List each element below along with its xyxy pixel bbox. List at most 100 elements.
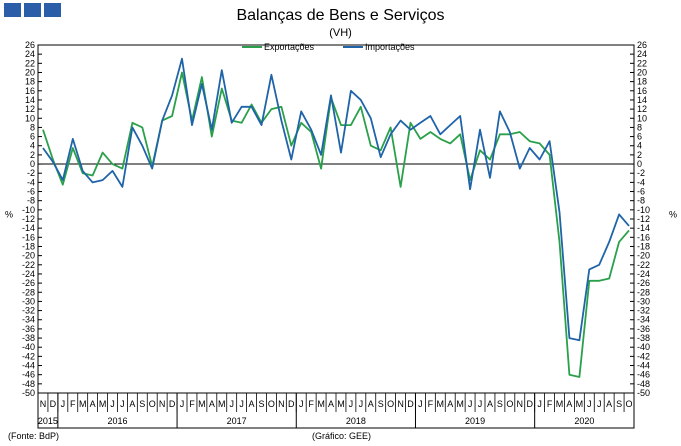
year-label: 2018 (346, 416, 366, 426)
y-tick-label-left: 8 (30, 122, 35, 132)
y-tick-label-left: -38 (22, 333, 35, 343)
y-tick-label-right: 16 (637, 86, 647, 96)
y-tick-label-right: 4 (637, 141, 642, 151)
y-tick-label-left: 12 (25, 104, 35, 114)
x-tick-label: J (61, 399, 66, 409)
x-tick-label: J (597, 399, 602, 409)
y-tick-label-right: -46 (637, 370, 650, 380)
y-tick-label-left: -46 (22, 370, 35, 380)
y-tick-label-left: -10 (22, 205, 35, 215)
y-tick-label-right: 26 (637, 40, 647, 50)
year-label: 2016 (107, 416, 127, 426)
y-tick-label-left: -42 (22, 351, 35, 361)
y-tick-label-left: -20 (22, 251, 35, 261)
y-tick-label-left: -44 (22, 361, 35, 371)
y-tick-label-right: 0 (637, 159, 642, 169)
y-tick-label-left: -48 (22, 379, 35, 389)
x-tick-label: D (169, 399, 176, 409)
y-tick-label-right: -18 (637, 241, 650, 251)
logo-square (4, 3, 21, 17)
x-tick-label: D (50, 399, 57, 409)
y-tick-label-right: -50 (637, 388, 650, 398)
x-tick-label: J (239, 399, 244, 409)
y-tick-label-right: 20 (637, 67, 647, 77)
x-tick-label: O (149, 399, 156, 409)
y-tick-label-right: -28 (637, 287, 650, 297)
y-tick-label-right: -14 (637, 223, 650, 233)
x-tick-label: M (99, 399, 107, 409)
y-tick-label-right: -6 (637, 187, 645, 197)
y-tick-label-left: -24 (22, 269, 35, 279)
y-tick-label-right: -40 (637, 342, 650, 352)
x-tick-label: M (556, 399, 564, 409)
y-tick-label-left: -26 (22, 278, 35, 288)
chart-title: Balanças de Bens e Serviços (236, 7, 445, 24)
x-tick-label: J (418, 399, 423, 409)
x-tick-label: J (478, 399, 483, 409)
y-tick-label-right: 8 (637, 122, 642, 132)
x-tick-label: M (576, 399, 584, 409)
x-tick-label: J (120, 399, 125, 409)
y-tick-label-right: -26 (637, 278, 650, 288)
x-tick-label: S (497, 399, 503, 409)
x-tick-label: F (308, 399, 314, 409)
x-tick-label: M (79, 399, 87, 409)
x-tick-label: N (397, 399, 404, 409)
y-tick-label-left: -22 (22, 260, 35, 270)
y-tick-label-right: -8 (637, 196, 645, 206)
year-label: 2015 (38, 416, 58, 426)
x-tick-label: D (407, 399, 414, 409)
y-tick-label-right: -12 (637, 214, 650, 224)
x-tick-label: J (229, 399, 234, 409)
y-tick-label-right: 14 (637, 95, 647, 105)
y-axis-label-left: % (5, 209, 13, 219)
y-tick-label-left: -4 (27, 177, 35, 187)
x-tick-label: S (139, 399, 145, 409)
y-tick-label-right: 22 (637, 58, 647, 68)
x-tick-label: F (547, 399, 553, 409)
y-tick-label-left: -16 (22, 232, 35, 242)
x-tick-label: M (456, 399, 464, 409)
x-tick-label: A (447, 399, 453, 409)
y-tick-label-left: -2 (27, 168, 35, 178)
y-tick-label-right: 6 (637, 132, 642, 142)
x-tick-label: J (299, 399, 304, 409)
y-tick-label-left: -32 (22, 306, 35, 316)
chart-subtitle: (VH) (329, 27, 352, 39)
y-tick-label-right: -4 (637, 177, 645, 187)
y-tick-label-left: 16 (25, 86, 35, 96)
legend-label: Importações (365, 42, 415, 52)
x-tick-label: F (70, 399, 76, 409)
y-tick-label-right: -2 (637, 168, 645, 178)
y-axis-label-right: % (669, 209, 677, 219)
y-tick-label-left: -12 (22, 214, 35, 224)
y-tick-label-right: -24 (637, 269, 650, 279)
series-line-exports (42, 71, 630, 378)
x-tick-label: O (268, 399, 275, 409)
y-tick-label-left: -34 (22, 315, 35, 325)
x-tick-label: J (587, 399, 592, 409)
y-tick-label-left: 22 (25, 58, 35, 68)
y-tick-label-left: 20 (25, 67, 35, 77)
x-tick-label: J (537, 399, 542, 409)
x-tick-label: A (606, 399, 612, 409)
x-tick-label: M (437, 399, 445, 409)
y-tick-label-left: 24 (25, 49, 35, 59)
y-tick-label-left: -36 (22, 324, 35, 334)
x-tick-label: M (337, 399, 345, 409)
x-tick-label: A (328, 399, 334, 409)
x-tick-label: F (189, 399, 195, 409)
y-tick-label-right: -20 (637, 251, 650, 261)
x-tick-label: A (368, 399, 374, 409)
y-tick-label-right: -44 (637, 361, 650, 371)
source-note: (Fonte: BdP) (8, 431, 60, 441)
x-tick-label: N (40, 399, 47, 409)
x-tick-label: S (616, 399, 622, 409)
x-tick-label: M (218, 399, 226, 409)
year-label: 2017 (227, 416, 247, 426)
legend-label: Exportações (264, 42, 315, 52)
year-label: 2020 (574, 416, 594, 426)
y-tick-label-left: 0 (30, 159, 35, 169)
y-tick-label-left: -8 (27, 196, 35, 206)
x-tick-label: M (317, 399, 325, 409)
